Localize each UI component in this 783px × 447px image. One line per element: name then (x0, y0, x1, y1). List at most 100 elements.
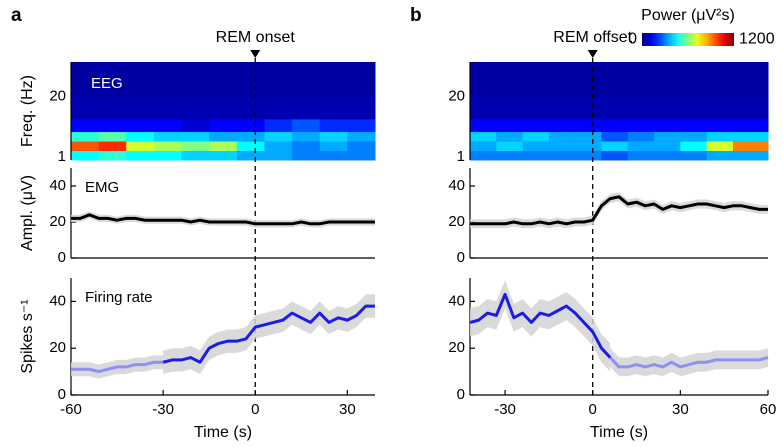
heatmap-cell (496, 118, 524, 133)
heatmap-cell (575, 131, 602, 142)
heatmap-cell (209, 96, 238, 120)
heatmap-cell (470, 118, 497, 133)
heatmap-cell (264, 96, 293, 120)
error-band (610, 348, 768, 377)
heatmap-cell (732, 131, 769, 142)
heatmap-cell (126, 96, 155, 120)
data-line (470, 195, 768, 226)
x-axis-label: Time (s) (194, 424, 252, 441)
heatmap-cell (654, 62, 681, 98)
y-axis-label: Spikes s⁻¹ (19, 299, 36, 373)
heatmap-cell (601, 118, 629, 133)
heatmap-cell (98, 141, 127, 152)
heatmap-cell (706, 150, 734, 161)
x-tick-label: -30 (494, 401, 516, 418)
heatmap-cell (209, 62, 238, 98)
heatmap-cell (292, 141, 321, 152)
heatmap-cell (71, 118, 100, 133)
event-annotation: REM offset (553, 29, 632, 46)
data-line (469, 292, 612, 359)
heatmap-cell (575, 96, 602, 120)
heatmap-cell (236, 62, 265, 98)
heatmap-cell (153, 118, 183, 133)
heatmap-cell (680, 131, 708, 142)
colorbar-tick-label: 1200 (739, 31, 775, 48)
heatmap-cell (126, 150, 155, 161)
y-tick-label: 40 (448, 292, 465, 309)
heatmap-cell (470, 62, 497, 98)
heatmap-cell (548, 118, 576, 133)
y-tick-label: 0 (58, 386, 66, 403)
heatmap-cell (292, 62, 321, 98)
heatmap-cell (236, 141, 265, 152)
heatmap-cell (654, 118, 681, 133)
y-tick-label: 20 (448, 88, 465, 105)
heatmap-cell (264, 131, 293, 142)
heatmap-cell (319, 150, 348, 161)
heatmap-cell (706, 131, 734, 142)
y-tick-label: 1 (58, 148, 66, 165)
heatmap-cell (548, 96, 576, 120)
heatmap-cell (470, 150, 497, 161)
colorbar-label: Power (μV²s) (641, 7, 735, 24)
heatmap-cell (680, 62, 708, 98)
panel-letter: a (11, 5, 22, 26)
heatmap-cell (496, 131, 524, 142)
heatmap-cell (209, 150, 238, 161)
data-line (71, 213, 375, 226)
heatmap-cell (319, 96, 348, 120)
heatmap-cell (292, 96, 321, 120)
y-tick-label: 20 (49, 213, 66, 230)
y-tick-label: 20 (448, 339, 465, 356)
heatmap-cell (680, 141, 708, 152)
y-tick-label: 0 (457, 249, 465, 266)
x-tick-label: -60 (60, 401, 82, 418)
heatmap-cell (126, 62, 155, 98)
heatmap-cell (522, 150, 550, 161)
event-arrow (250, 50, 261, 58)
event-arrow (587, 50, 598, 58)
heatmap-cell (71, 141, 100, 152)
heatmap-cell (706, 96, 734, 120)
error-band (470, 192, 768, 229)
y-tick-label: 20 (448, 213, 465, 230)
heatmap-cell (548, 131, 576, 142)
heatmap-cell (347, 141, 376, 152)
heatmap-cell (680, 96, 708, 120)
heatmap-cell (575, 150, 602, 161)
heatmap-cell (680, 150, 708, 161)
panel-inset-label: Firing rate (85, 289, 153, 306)
heatmap-cell (181, 62, 210, 98)
heatmap-cell (319, 62, 348, 98)
y-tick-label: 0 (58, 249, 66, 266)
heatmap-cell (601, 96, 629, 120)
heatmap-cell (496, 96, 524, 120)
y-tick-label: 0 (457, 386, 465, 403)
heatmap-cell (601, 62, 629, 98)
heatmap-cell (522, 62, 550, 98)
heatmap-cell (71, 62, 100, 98)
heatmap-cell (654, 150, 681, 161)
event-annotation: REM onset (216, 29, 296, 46)
heatmap-cell (236, 96, 265, 120)
x-tick-label: 30 (339, 401, 356, 418)
heatmap-cell (627, 131, 655, 142)
heatmap-cell (181, 96, 210, 120)
x-tick-label: 0 (251, 401, 259, 418)
heatmap-cell (732, 150, 769, 161)
heatmap-cell (264, 62, 293, 98)
y-tick-label: 40 (49, 177, 66, 194)
heatmap-cell (627, 62, 655, 98)
heatmap-cell (264, 150, 293, 161)
heatmap-cell (347, 150, 376, 161)
heatmap-cell (236, 118, 265, 133)
y-tick-label: 20 (49, 88, 66, 105)
heatmap-cell (680, 118, 708, 133)
x-tick-label: 60 (760, 401, 777, 418)
heatmap-cell (347, 131, 376, 142)
colorbar-tick-label: 0 (628, 31, 637, 48)
heatmap-cell (126, 131, 155, 142)
heatmap-cell (181, 118, 210, 133)
heatmap-cell (71, 131, 100, 142)
